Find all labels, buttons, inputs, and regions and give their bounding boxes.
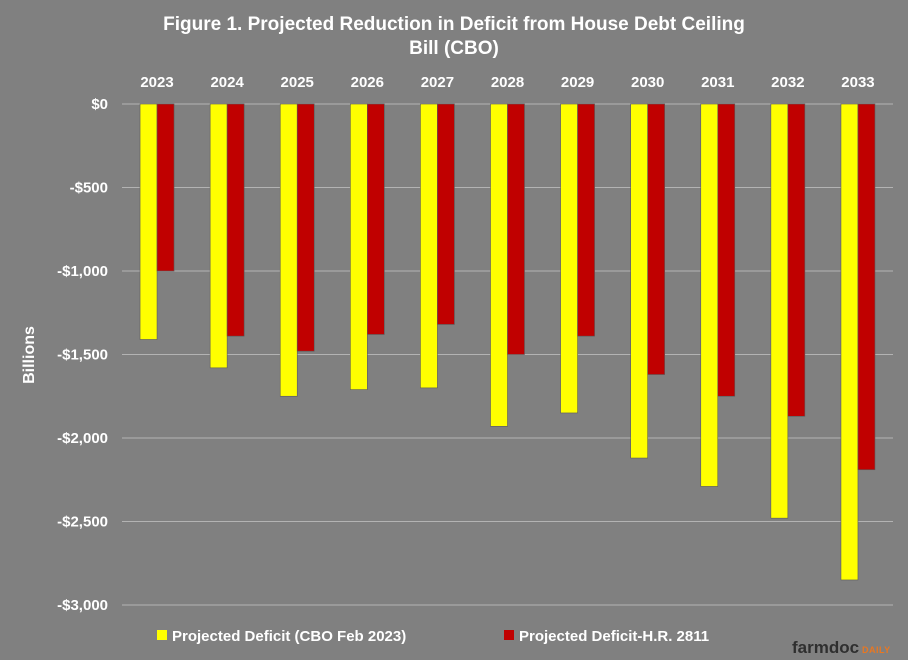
x-tick-label: 2026 <box>351 74 384 91</box>
bars <box>139 103 876 581</box>
y-axis-label: Billions <box>21 326 38 384</box>
x-tick-label: 2023 <box>140 74 173 91</box>
bar-series-2 <box>367 103 385 335</box>
y-tick-label: -$1,000 <box>57 263 108 280</box>
y-tick-label: -$2,500 <box>57 514 108 531</box>
bar-series-1 <box>770 103 789 519</box>
brand-logo-suffix: DAILY <box>862 645 891 655</box>
brand-logo: farmdoc DAILY <box>792 638 891 657</box>
bar-series-2 <box>647 103 665 375</box>
bar-series-2 <box>507 103 525 355</box>
bar-series-2 <box>857 103 876 471</box>
bar-series-2 <box>577 103 595 337</box>
y-tick-label: -$3,000 <box>57 597 108 614</box>
legend: Projected Deficit (CBO Feb 2023) Projecte… <box>157 628 709 645</box>
brand-logo-text: farmdoc <box>792 638 859 657</box>
y-tick-labels: $0 -$500 -$1,000 -$1,500 -$2,000 -$2,500 -$3,0… <box>57 96 108 614</box>
bar-series-2 <box>156 103 175 272</box>
y-tick-label: -$2,000 <box>57 430 108 447</box>
chart-title-line-1: Figure 1. Projected Reduction in Deficit… <box>163 14 745 35</box>
bar-series-1 <box>209 103 228 369</box>
bar-series-1 <box>490 103 508 427</box>
legend-label-series-1: Projected Deficit (CBO Feb 2023) <box>172 628 406 645</box>
x-tick-labels: 2023 2024 2025 2026 2027 2028 2029 2030 2031 2032… <box>140 74 874 91</box>
y-tick-label: -$1,500 <box>57 347 108 364</box>
x-tick-label: 2024 <box>210 74 244 91</box>
x-tick-label: 2030 <box>631 74 664 91</box>
bar-series-1 <box>700 103 719 487</box>
bar-series-2 <box>296 103 315 352</box>
x-tick-label: 2027 <box>421 74 454 91</box>
bar-series-1 <box>560 103 578 414</box>
x-tick-label: 2032 <box>771 74 804 91</box>
x-tick-label: 2033 <box>841 74 874 91</box>
x-tick-label: 2028 <box>491 74 524 91</box>
bar-series-1 <box>630 103 648 459</box>
bar-series-1 <box>420 103 438 389</box>
x-tick-label: 2025 <box>281 74 314 91</box>
bar-series-1 <box>139 103 158 340</box>
bar-series-2 <box>437 103 455 325</box>
legend-swatch-series-1 <box>157 630 167 640</box>
legend-label-series-2: Projected Deficit-H.R. 2811 <box>519 628 709 645</box>
bar-series-1 <box>840 103 859 581</box>
bar-series-2 <box>226 103 245 337</box>
bar-series-2 <box>717 103 736 397</box>
bar-series-1 <box>350 103 368 390</box>
bar-series-2 <box>787 103 806 417</box>
chart-title-line-2: Bill (CBO) <box>409 38 499 59</box>
x-tick-label: 2031 <box>701 74 734 91</box>
legend-swatch-series-2 <box>504 630 514 640</box>
y-tick-label: -$500 <box>70 180 108 197</box>
x-tick-label: 2029 <box>561 74 594 91</box>
y-tick-label: $0 <box>91 96 108 113</box>
bar-series-1 <box>279 103 298 397</box>
